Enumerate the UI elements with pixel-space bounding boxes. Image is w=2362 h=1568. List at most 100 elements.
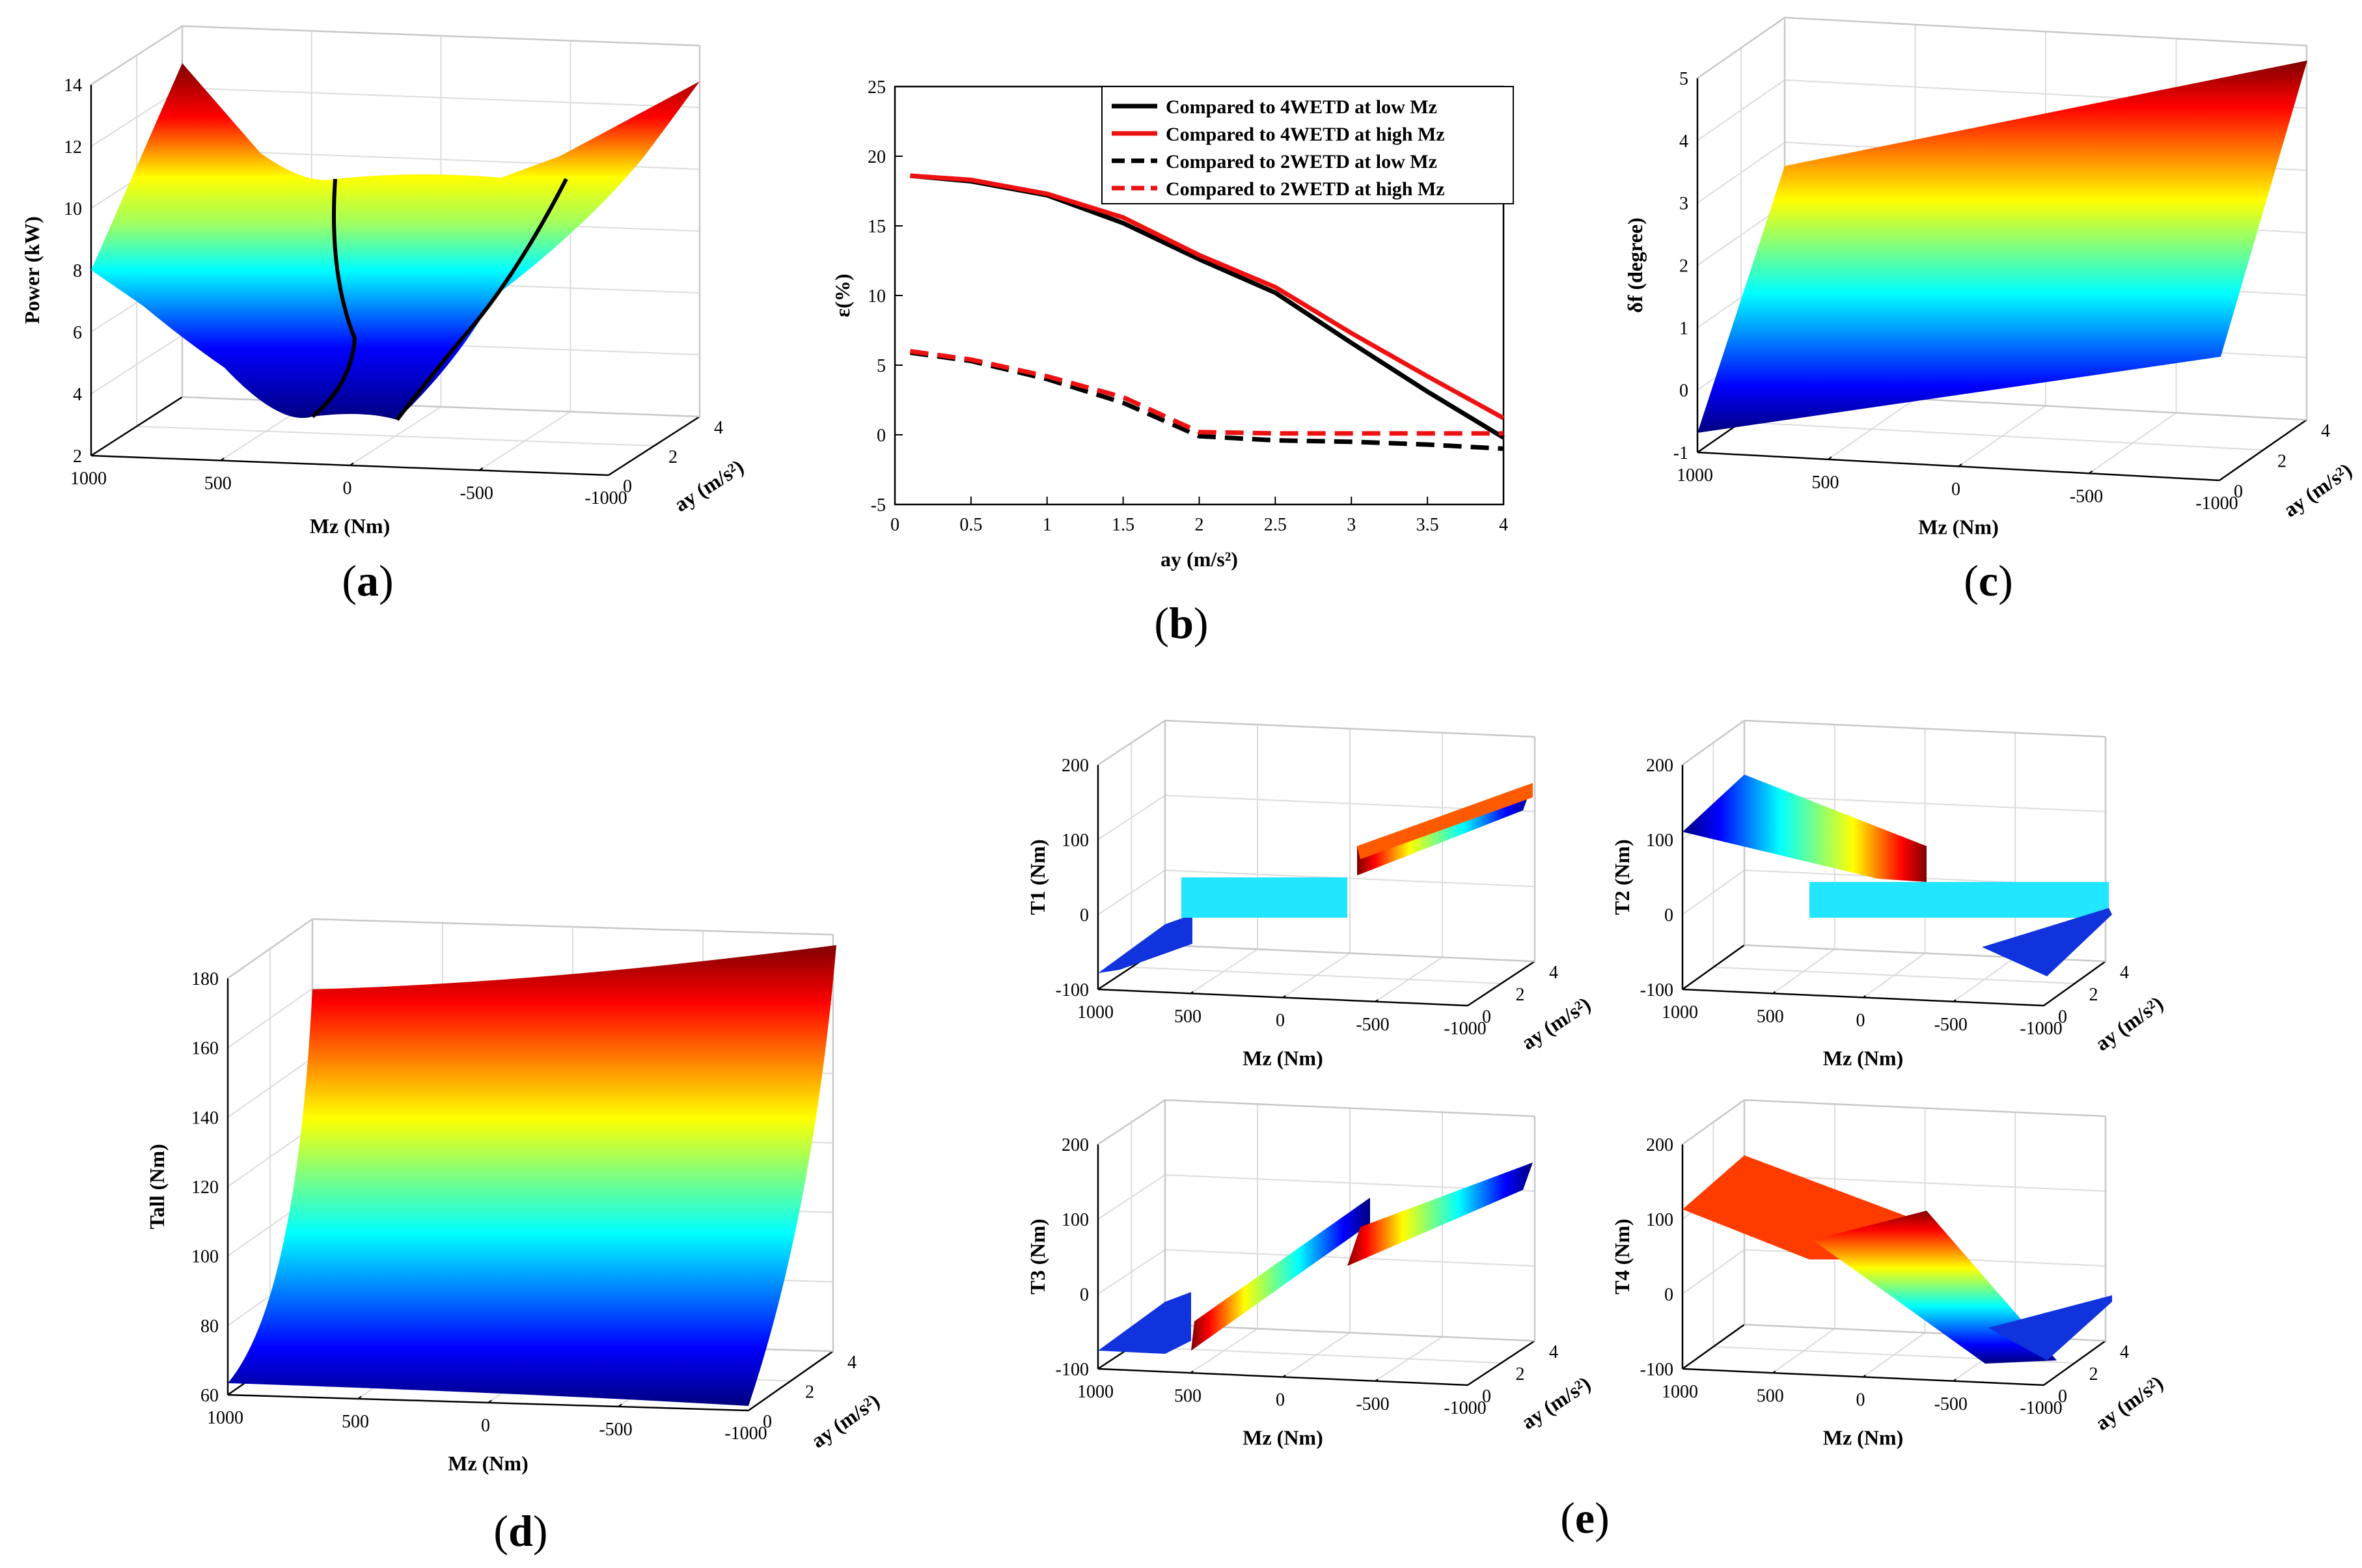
tick-label-y: 4: [2120, 963, 2129, 983]
tick-label-x: 1: [1043, 515, 1052, 535]
axis-edge: [1682, 1323, 1745, 1370]
tick-label-z: 60: [200, 1386, 219, 1406]
tick-label-y: 2: [1516, 985, 1525, 1005]
tick-label-x: -1000: [2195, 493, 2238, 514]
tick-label-x: -500: [1356, 1015, 1389, 1035]
surface-e3-high: [1347, 1162, 1533, 1266]
tick-label-x: 1000: [1662, 1382, 1698, 1402]
tick-label-z: 100: [1062, 831, 1089, 851]
tick-label-x: -500: [1356, 1394, 1389, 1414]
axis-edge: [90, 25, 183, 86]
tick-label-y: 0: [1482, 1386, 1491, 1407]
axis-edge: [1744, 719, 2106, 738]
tick-label-x: -1000: [2020, 1019, 2062, 1039]
axis-label-z: Tall (Nm): [145, 1144, 169, 1229]
series-line-4: [909, 349, 1504, 436]
tick-label-x: 2.5: [1264, 515, 1287, 535]
surface-c-body: [1697, 61, 2307, 433]
surface-e1-high-fill: [1357, 783, 1533, 859]
axis-label-z: Power (kW): [20, 216, 44, 324]
tick-label-z: 4: [73, 385, 82, 405]
legend-label: Compared to 4WETD at low Mz: [1166, 96, 1437, 118]
tick-label-z: -100: [1640, 1360, 1673, 1380]
axis-edge: [1697, 451, 2220, 482]
panel-label-c: (c): [1964, 556, 2013, 605]
axis-edge: [90, 396, 183, 457]
axis-label-y: ay (m/s²): [2091, 1371, 2167, 1435]
tick-label-z: 100: [191, 1247, 219, 1267]
tick-label-z: 200: [1646, 756, 1673, 776]
axis-edge: [1784, 16, 2307, 47]
tick-label-x: 1000: [1662, 1002, 1698, 1023]
tick-label-y: 0: [2058, 1007, 2067, 1027]
tick-label-y: 2: [2277, 452, 2286, 472]
surface-e1-low: [1098, 915, 1192, 973]
tick-label-z: 80: [200, 1316, 219, 1336]
tick-label-z: 0: [1664, 905, 1673, 926]
tick-label-x: 500: [1174, 1006, 1202, 1026]
axis-edge: [1164, 1323, 1535, 1342]
tick-label-x: 0.5: [959, 515, 982, 535]
tick-label-x: 1000: [1077, 1382, 1114, 1402]
surface-e3-mid: [1191, 1198, 1370, 1351]
tick-label-z: 180: [191, 969, 219, 989]
tick-label-z: 120: [191, 1177, 219, 1198]
tick-label-z: -1: [1673, 443, 1688, 463]
surface-e4-low: [1988, 1295, 2112, 1360]
tick-label-z: 200: [1062, 1135, 1089, 1155]
axis-edge: [1682, 719, 1745, 766]
tick-label-x: 1000: [70, 469, 107, 489]
tick-label-x: 500: [1174, 1386, 1202, 1406]
tick-label-y: 2: [668, 447, 678, 467]
tick-label-x: -500: [1934, 1015, 1968, 1035]
axis-edge: [2043, 960, 2106, 1007]
tick-label-z: 12: [64, 137, 82, 158]
tick-label-z: 1: [1679, 318, 1688, 338]
tick-label-x: -500: [599, 1420, 632, 1440]
surface-d-body: [228, 945, 836, 1406]
tick-label-x: 1000: [1077, 1002, 1114, 1023]
tick-label-z: -100: [1056, 1360, 1089, 1380]
surface-a-left-curve: [311, 178, 357, 419]
tick-label-x: -1000: [1444, 1019, 1486, 1039]
surface-a: [91, 63, 700, 421]
surface-e4: [1682, 1155, 2112, 1364]
legend-box: [1101, 86, 1514, 204]
tick-label-x: 500: [1812, 473, 1839, 493]
tick-label-y: 0: [1482, 1007, 1491, 1027]
axis-edge: [1164, 719, 1535, 738]
tick-label-x: 0: [1276, 1011, 1285, 1031]
axis-edge: [1097, 1368, 1468, 1386]
axis-label-z: T1 (Nm): [1026, 839, 1049, 915]
tick-label-z: 2: [1679, 256, 1688, 277]
tick-label-z: -100: [1056, 980, 1089, 1000]
tick-label-y: 4: [1549, 1342, 1558, 1362]
legend-label: Compared to 2WETD at low Mz: [1166, 151, 1437, 172]
tick-label-x: -1000: [2020, 1398, 2062, 1418]
axis-label-y: ε(%): [831, 274, 854, 318]
axis-edge: [227, 918, 313, 980]
tick-label-z: 6: [73, 323, 82, 343]
tick-label-y: 0: [763, 1412, 772, 1432]
tick-label-x: 3.5: [1416, 515, 1439, 535]
surface-e1: [1098, 783, 1533, 973]
axis-label-z: T3 (Nm): [1026, 1218, 1049, 1294]
surface-e1-flat: [1181, 877, 1347, 918]
tick-label-y: 2: [2089, 985, 2098, 1005]
tick-label-y: 4: [1549, 963, 1558, 983]
axis-edge: [1744, 1099, 2106, 1118]
surface-e3-low: [1098, 1292, 1191, 1354]
axis-label-y: ay (m/s²): [807, 1389, 884, 1453]
tick-label-x: -1000: [724, 1424, 767, 1444]
axis-label-y: ay (m/s²): [670, 454, 747, 516]
axis-label-z: T2 (Nm): [1610, 839, 1634, 915]
axis-label-z: δf (degree): [1623, 217, 1647, 313]
axis-edge: [1164, 944, 1535, 963]
tick-label-y: 0: [2234, 482, 2243, 502]
axis-edge: [1682, 1099, 1745, 1146]
grid-y-floor: [1131, 967, 1502, 984]
axis-edge: [312, 918, 834, 936]
axis-edge: [2043, 1340, 2106, 1386]
